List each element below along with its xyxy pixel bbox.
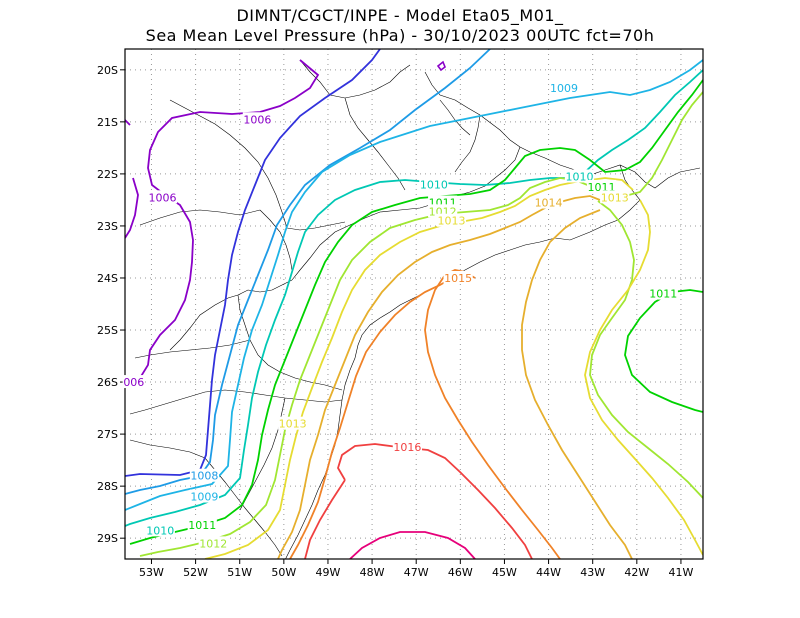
contour-label-background: [189, 468, 220, 482]
contour-label-background: [586, 179, 617, 193]
lat-tick-label: 26S: [97, 376, 118, 389]
contour-label: 1013: [438, 215, 466, 228]
contour-label-background: [648, 286, 678, 300]
axis-ticks: [120, 69, 682, 564]
contour-label: 1006: [149, 191, 177, 204]
contour-label: 1015: [444, 272, 472, 285]
contour-label: 1010: [146, 524, 174, 537]
contour-label-background: [600, 190, 630, 204]
contour-labels: 1006 1006 006 1009 1010 1010 1011 1011 1012 1013 1…: [122, 81, 678, 550]
lat-tick-label: 27S: [97, 428, 118, 441]
map-title-line-1: DIMNT/CGCT/INPE - Model Eta05_M01_: [236, 6, 564, 25]
lon-tick-label: 46W: [448, 566, 473, 579]
contour-label-background: [122, 375, 146, 389]
contour-label-background: [187, 518, 217, 532]
contour-label-background: [147, 190, 178, 204]
lat-tick-label: 25S: [97, 324, 118, 337]
contour-label-background: [564, 169, 595, 183]
contour-label: 1012: [199, 537, 227, 550]
contour-label: 1010: [565, 171, 593, 184]
contour-label: 1011: [649, 288, 677, 301]
lon-tick-label: 51W: [227, 566, 252, 579]
lat-tick-label: 21S: [97, 116, 118, 129]
contour-label: 1011: [188, 519, 216, 532]
lat-tick-label: 29S: [97, 532, 118, 545]
lat-tick-label: 24S: [97, 272, 118, 285]
lon-tick-label: 41W: [669, 566, 694, 579]
contour-label-background: [443, 270, 473, 284]
contour-label-background: [549, 81, 579, 95]
contour-label: 1009: [550, 82, 578, 95]
contour-label-background: [392, 440, 422, 454]
lon-tick-label: 45W: [492, 566, 517, 579]
contour-label-background: [145, 523, 175, 537]
plot-frame: [124, 48, 704, 560]
contour-label: 1013: [601, 191, 629, 204]
lon-tick-label: 53W: [139, 566, 164, 579]
contour-label-background: [198, 536, 228, 550]
contour-label: 1010: [420, 178, 448, 191]
axis-tick-labels: 53W 52W 51W 50W 49W 48W 47W 46W 45W 44W 43W 42W 41W 2…: [97, 64, 693, 579]
contour-label: 006: [123, 376, 144, 389]
map-title-line-2: Sea Mean Level Pressure (hPa) - 30/10/20…: [145, 26, 655, 45]
lon-tick-label: 47W: [404, 566, 429, 579]
contour-label-background: [278, 416, 308, 430]
contour-label: 1008: [190, 470, 218, 483]
lat-tick-label: 28S: [97, 480, 118, 493]
lon-tick-label: 48W: [360, 566, 385, 579]
lat-tick-label: 20S: [97, 64, 118, 77]
lat-tick-label: 23S: [97, 220, 118, 233]
contour-label: 1009: [190, 491, 218, 504]
contour-label-background: [242, 112, 272, 126]
lon-tick-label: 42W: [624, 566, 649, 579]
lon-tick-label: 43W: [580, 566, 605, 579]
isobar-contours: [125, 49, 703, 559]
contour-label: 1006: [243, 113, 271, 126]
lon-tick-label: 52W: [183, 566, 208, 579]
lon-tick-label: 44W: [536, 566, 561, 579]
contour-label-background: [436, 213, 467, 227]
lon-tick-label: 49W: [316, 566, 341, 579]
coastline-and-borders: [129, 59, 701, 559]
contour-label-background: [533, 195, 564, 209]
contour-label: 1016: [393, 441, 421, 454]
lat-tick-label: 22S: [97, 168, 118, 181]
contour-label-background: [419, 177, 449, 191]
lon-tick-label: 50W: [271, 566, 296, 579]
contour-label: 1013: [279, 418, 307, 431]
contour-label-background: [189, 489, 220, 503]
contour-label: 1014: [535, 197, 563, 210]
